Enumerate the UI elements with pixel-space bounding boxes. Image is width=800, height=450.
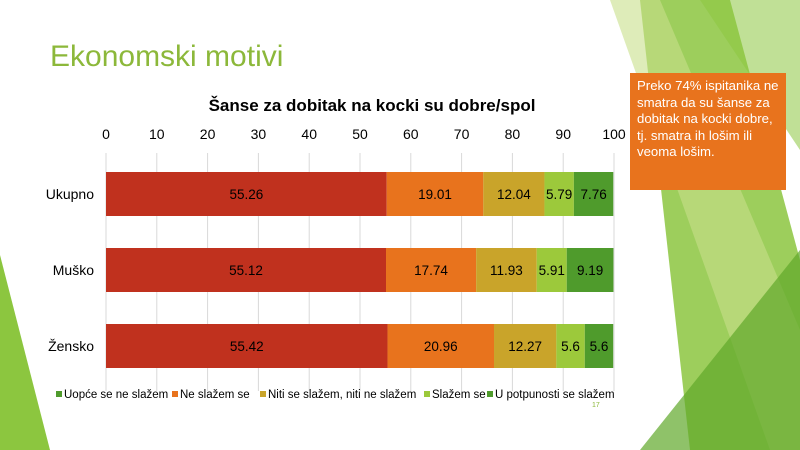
legend-label: Slažem se (432, 389, 486, 401)
bar-segment (387, 324, 495, 368)
category-label: Muško (53, 262, 94, 278)
x-tick-label: 40 (301, 126, 317, 142)
decor-shape-bottom-left (0, 255, 50, 450)
legend-swatch (487, 391, 493, 397)
bar-segment (106, 248, 387, 292)
x-tick-label: 80 (505, 126, 521, 142)
data-label: 55.12 (229, 263, 263, 278)
data-label: 55.42 (230, 339, 264, 354)
bar-segment (544, 172, 574, 216)
x-tick-label: 70 (454, 126, 470, 142)
data-label: 5.91 (539, 263, 565, 278)
data-label: 5.6 (561, 339, 580, 354)
callout-box: Preko 74% ispitanika ne smatra da su šan… (630, 73, 786, 190)
data-label: 12.04 (497, 187, 531, 202)
data-label: 12.27 (508, 339, 542, 354)
bar-segment (386, 248, 477, 292)
data-label: 9.19 (577, 263, 603, 278)
x-tick-label: 10 (149, 126, 165, 142)
data-label: 20.96 (424, 339, 458, 354)
slide-title: Ekonomski motivi (50, 40, 284, 73)
legend-label: Ne slažem se (180, 389, 250, 401)
data-label: 55.26 (229, 187, 263, 202)
x-tick-label: 0 (102, 126, 110, 142)
x-tick-label: 30 (251, 126, 267, 142)
category-label: Ukupno (46, 186, 94, 202)
data-label: 11.93 (490, 263, 523, 278)
page-number: 17 (592, 402, 600, 409)
x-tick-label: 60 (403, 126, 419, 142)
legend-swatch (172, 391, 178, 397)
bar-segment (494, 324, 557, 368)
x-tick-label: 100 (602, 126, 626, 142)
bar-segment (584, 324, 614, 368)
bar-segment (536, 248, 567, 292)
bar-segment (386, 172, 484, 216)
x-tick-label: 20 (200, 126, 216, 142)
bar-segment (556, 324, 585, 368)
bar-segment (476, 248, 537, 292)
legend-label: Niti se slažem, niti ne slažem (268, 389, 416, 401)
category-label: Žensko (48, 338, 94, 354)
data-label: 5.79 (546, 187, 572, 202)
chart-title: Šanse za dobitak na kocki su dobre/spol (209, 96, 536, 115)
bar-segment (483, 172, 545, 216)
bar-segment (106, 172, 387, 216)
data-label: 5.6 (590, 339, 609, 354)
legend-label: Uopće se ne slažem (64, 389, 168, 401)
x-tick-label: 90 (555, 126, 571, 142)
legend-swatch (424, 391, 430, 397)
legend-swatch (260, 391, 266, 397)
data-label: 17.74 (414, 263, 448, 278)
data-label: 19.01 (418, 187, 452, 202)
legend-swatch (56, 391, 62, 397)
x-tick-label: 50 (352, 126, 368, 142)
bar-segment (106, 324, 388, 368)
bar-segment (573, 172, 614, 216)
decor-shape-bottom-right (640, 250, 800, 450)
bar-segment (566, 248, 614, 292)
data-label: 7.76 (580, 187, 606, 202)
legend-label: U potpunosti se slažem (495, 389, 615, 401)
